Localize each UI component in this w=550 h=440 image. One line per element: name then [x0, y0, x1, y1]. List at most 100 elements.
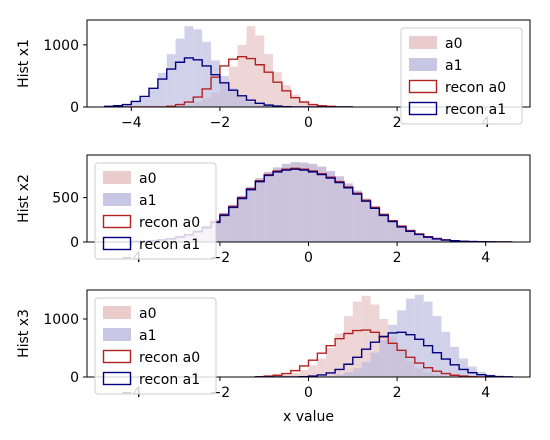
bar-a0 [237, 44, 247, 107]
legend: a0 a1 recon a0 recon a1 [94, 297, 217, 395]
x-tick-label: 0 [304, 385, 313, 401]
bar-a1 [140, 97, 150, 107]
bar-a1 [281, 163, 291, 242]
bar-a0 [228, 66, 238, 107]
bar-a1 [335, 176, 344, 242]
bar-a1 [193, 29, 203, 107]
legend: a0 a1 recon a0 recon a1 [94, 162, 217, 260]
bar-a1 [414, 294, 424, 377]
bar-a1 [361, 198, 371, 242]
bar-a0 [273, 72, 282, 107]
bar-a1 [335, 374, 344, 377]
bar-a1 [219, 75, 229, 107]
bar-a1 [317, 166, 327, 242]
bar-a1 [397, 226, 406, 242]
x-tick-label: 2 [393, 250, 402, 266]
x-tick-label: 0 [304, 115, 313, 131]
bar-a0 [361, 295, 371, 377]
legend-swatch [103, 193, 131, 206]
bar-a1 [352, 190, 362, 242]
bar-a1 [423, 236, 433, 242]
legend-label: a1 [139, 193, 157, 209]
bar-a0 [290, 372, 300, 377]
x-tick-label: 2 [393, 115, 402, 131]
legend-swatch [103, 171, 131, 184]
bar-a0 [370, 304, 380, 377]
bar-a1 [255, 178, 265, 242]
legend-swatch [408, 101, 438, 116]
bar-a0 [308, 103, 318, 107]
x-tick-label: 4 [481, 385, 490, 401]
bar-a1 [246, 186, 256, 242]
legend-swatch [102, 349, 132, 364]
bar-a1 [228, 204, 238, 242]
bar-a1 [219, 212, 229, 242]
bar-a1 [149, 88, 158, 107]
x-axis-label: x value [283, 409, 334, 425]
legend-label: recon a1 [445, 102, 506, 118]
bar-a1 [388, 324, 398, 377]
bar-a1 [370, 206, 380, 242]
bar-a0 [317, 358, 327, 377]
legend-box [400, 27, 523, 125]
legend-label: a0 [445, 36, 463, 52]
y-tick-label: 0 [70, 100, 79, 116]
bar-a0 [290, 94, 300, 107]
bar-a0 [281, 374, 291, 377]
y-tick-label: 500 [52, 191, 79, 207]
bar-a1 [228, 88, 238, 107]
bar-a1 [459, 358, 468, 377]
bar-a1 [237, 195, 247, 242]
bar-a1 [432, 238, 442, 242]
legend-box [94, 297, 217, 395]
step-recon-a1 [255, 331, 513, 377]
legend-label: a0 [139, 306, 157, 322]
legend-label: recon a0 [445, 80, 506, 96]
bar-a1 [405, 230, 415, 242]
legend-swatch [103, 328, 131, 341]
bar-a1 [264, 105, 274, 107]
bar-a1 [290, 162, 300, 242]
bar-a1 [264, 171, 274, 242]
plot-area [254, 294, 513, 377]
y-tick-label: 1000 [43, 312, 79, 328]
bar-a1 [326, 375, 336, 377]
bar-a1 [255, 104, 265, 107]
legend-label: recon a1 [139, 372, 200, 388]
bar-a1 [432, 316, 442, 377]
y-tick-label: 1000 [43, 38, 79, 54]
y-axis-label: Hist x3 [16, 309, 32, 358]
bar-a0 [335, 333, 344, 377]
y-tick-label: 0 [70, 235, 79, 251]
bar-a1 [441, 239, 451, 242]
step-recon-a0 [254, 329, 513, 377]
legend-label: a1 [445, 58, 463, 74]
bar-a0 [299, 100, 309, 107]
bar-a0 [308, 365, 318, 377]
legend-label: a1 [139, 328, 157, 344]
bar-a1 [131, 102, 141, 107]
x-tick-label: 0 [304, 250, 313, 266]
legend-swatch [408, 79, 438, 94]
bar-a1 [157, 72, 167, 107]
bar-a1 [299, 162, 309, 242]
legend-label: recon a1 [139, 237, 200, 253]
bar-a1 [343, 183, 353, 242]
bar-a1 [343, 372, 353, 377]
bar-a1 [370, 352, 380, 377]
y-tick-label: 0 [70, 370, 79, 386]
bar-a1 [273, 167, 282, 242]
bar-a1 [397, 310, 406, 377]
bar-a0 [281, 85, 291, 107]
step-recon-a0 [104, 55, 353, 107]
legend-swatch [102, 371, 132, 386]
legend-label: recon a0 [139, 350, 200, 366]
bar-a1 [450, 346, 460, 377]
legend-box [94, 162, 217, 260]
plot-area [104, 26, 353, 107]
